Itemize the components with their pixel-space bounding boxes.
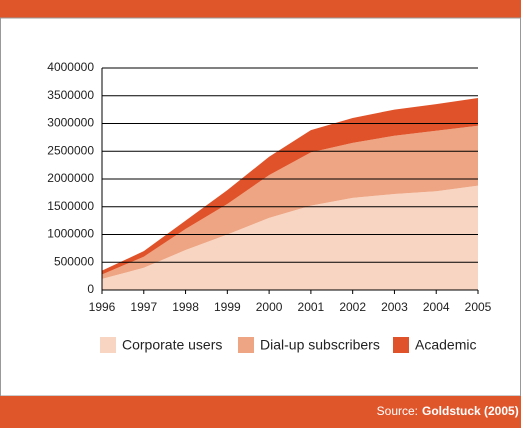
x-tick-label: 2003: [381, 300, 408, 314]
y-tick-label: 3500000: [47, 88, 94, 102]
x-tick-label: 1998: [172, 300, 199, 314]
x-tick-label: 2004: [423, 300, 450, 314]
y-tick-label: 2500000: [47, 143, 94, 157]
legend-label: Corporate users: [122, 337, 222, 353]
source-label: Source:: [377, 404, 418, 418]
area: [102, 97, 478, 275]
x-tick-label: 1999: [214, 300, 241, 314]
legend-swatch: [100, 337, 116, 353]
footer-bar: [0, 396, 521, 428]
y-tick-label: 1500000: [47, 199, 94, 213]
x-tick-label: 1996: [89, 300, 116, 314]
y-tick-label: 2000000: [47, 171, 94, 185]
header-bar: [0, 0, 521, 18]
y-tick-label: 4000000: [47, 60, 94, 74]
x-tick-label: 2000: [256, 300, 283, 314]
x-tick-label: 2005: [465, 300, 492, 314]
x-tick-label: 2001: [298, 300, 325, 314]
y-tick-label: 3000000: [47, 116, 94, 130]
x-tick-label: 1997: [130, 300, 157, 314]
source: Goldstuck (2005): [422, 404, 519, 418]
legend-swatch: [393, 337, 409, 353]
area: [102, 185, 478, 290]
y-tick-label: 0: [87, 282, 94, 296]
y-tick-label: 500000: [54, 254, 94, 268]
y-tick-label: 1000000: [47, 227, 94, 241]
x-tick-label: 2002: [339, 300, 366, 314]
legend-label: Academic: [415, 337, 476, 353]
legend-swatch: [238, 337, 254, 353]
legend-label: Dial-up subscribers: [260, 337, 380, 353]
area: [102, 125, 478, 279]
